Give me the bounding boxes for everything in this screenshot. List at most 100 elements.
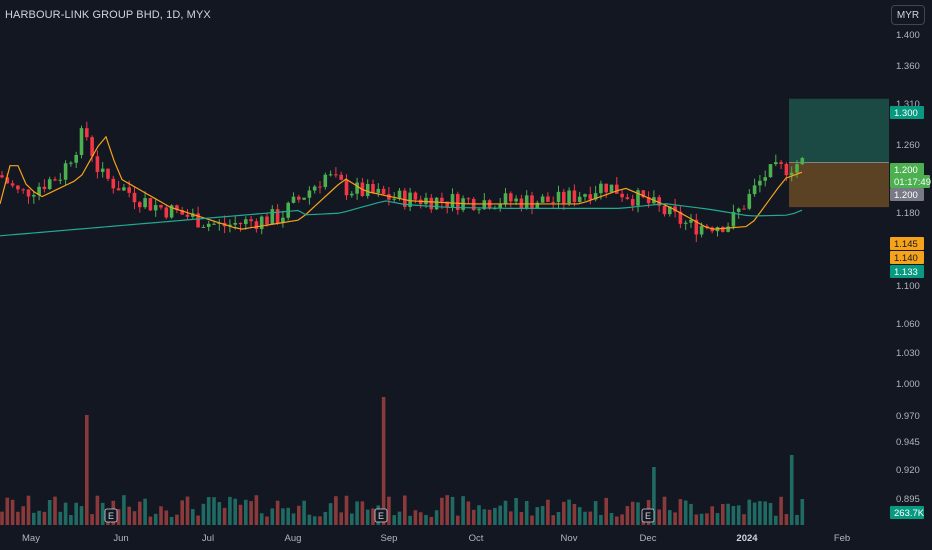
candle-body: [636, 190, 640, 206]
candle-body: [259, 216, 264, 230]
volume-bar: [466, 501, 471, 525]
candle-body: [556, 191, 561, 203]
candle-body: [721, 227, 725, 232]
volume-bar: [196, 515, 200, 525]
volume-bar: [434, 510, 439, 525]
volume-bar: [116, 509, 121, 525]
candle-body: [440, 197, 444, 202]
volume-bar: [662, 496, 667, 525]
candle-body: [180, 210, 184, 215]
y-tick-label: 1.400: [896, 30, 920, 41]
candle-body: [731, 211, 736, 227]
candle-body: [546, 196, 550, 202]
volume-bar: [429, 516, 434, 525]
candle-body: [683, 222, 688, 224]
volume-bar: [238, 504, 243, 525]
candle-body: [609, 184, 614, 193]
volume-bar: [334, 496, 338, 525]
candle-body: [164, 207, 169, 218]
candle-body: [699, 225, 704, 235]
price-badge-label: 01:17:49: [894, 177, 931, 188]
volume-bar: [281, 508, 285, 525]
x-tick-label: Sep: [381, 533, 398, 544]
candle-body: [307, 190, 312, 198]
candle-body: [265, 216, 269, 225]
volume-bar: [440, 497, 444, 525]
candle-body: [90, 137, 94, 157]
volume-bar: [191, 509, 195, 525]
x-tick-label: Feb: [834, 533, 850, 544]
ma-fast-line: [0, 135, 803, 230]
volume-bar: [259, 513, 264, 525]
volume-bar: [705, 513, 709, 525]
volume-bar: [747, 499, 752, 525]
candle-body: [572, 190, 577, 202]
candle-body: [641, 190, 646, 198]
volume-bar: [371, 508, 375, 525]
volume-bar: [233, 498, 237, 525]
volume-bar: [487, 509, 492, 525]
volume-bar: [620, 514, 624, 525]
candle-body: [392, 198, 396, 200]
candle-body: [599, 183, 603, 194]
currency-button[interactable]: MYR: [891, 5, 925, 25]
candle-body: [63, 163, 68, 180]
volume-bar: [493, 507, 497, 525]
candle-body: [127, 187, 131, 193]
volume-bar: [249, 501, 253, 525]
volume-bar: [265, 516, 269, 525]
candle-body: [784, 163, 789, 176]
volume-bar: [535, 507, 540, 525]
volume-bar: [551, 515, 555, 525]
volume-bar: [726, 503, 730, 525]
y-tick-label: 1.000: [896, 379, 920, 390]
candle-body: [228, 224, 232, 227]
volume-bar: [63, 502, 68, 525]
volume-bar: [477, 505, 481, 525]
volume-bar: [365, 509, 370, 525]
volume-bar: [122, 495, 126, 525]
volume-bar: [599, 514, 603, 525]
volume-bar: [217, 502, 222, 525]
volume-bar: [312, 516, 317, 525]
candle-body: [630, 199, 635, 206]
y-tick-label: 0.970: [896, 411, 920, 422]
candle-body: [244, 219, 248, 225]
candle-body: [583, 194, 587, 197]
candle-body: [196, 213, 200, 228]
candle-body: [577, 196, 582, 202]
volume-bar: [297, 505, 301, 525]
volume-bar: [212, 497, 216, 525]
candle-body: [408, 192, 412, 207]
candle-body: [371, 183, 375, 193]
volume-bar: [450, 496, 455, 525]
candle-body: [615, 184, 619, 194]
volume-bar: [668, 510, 672, 525]
candle-body: [434, 197, 439, 210]
candle-body: [95, 156, 100, 172]
candle-body: [297, 196, 301, 200]
x-tick-label: Jul: [202, 533, 214, 544]
candle-body: [514, 198, 518, 202]
volume-bar: [752, 502, 757, 525]
volume-bar: [583, 511, 587, 525]
candle-body: [673, 206, 677, 212]
volume-bar: [397, 511, 402, 525]
candle-body: [355, 182, 359, 194]
volume-bar: [339, 512, 343, 525]
candle-body: [302, 197, 306, 200]
volume-bar: [577, 507, 582, 525]
volume-bar: [461, 496, 465, 525]
candle-body: [509, 193, 513, 202]
candle-body: [100, 168, 105, 172]
loss-zone: [789, 162, 889, 208]
price-badge-label: 1.200: [894, 165, 918, 176]
candle-body: [53, 179, 57, 181]
candle-body: [249, 219, 253, 222]
volume-bar: [546, 499, 550, 525]
candle-body: [567, 190, 571, 204]
price-badge-volume: [890, 506, 924, 519]
volume-bar: [471, 509, 476, 525]
candle-body: [334, 174, 338, 176]
